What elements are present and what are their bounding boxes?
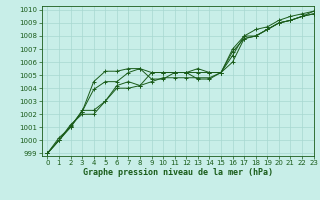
X-axis label: Graphe pression niveau de la mer (hPa): Graphe pression niveau de la mer (hPa) <box>83 168 273 177</box>
